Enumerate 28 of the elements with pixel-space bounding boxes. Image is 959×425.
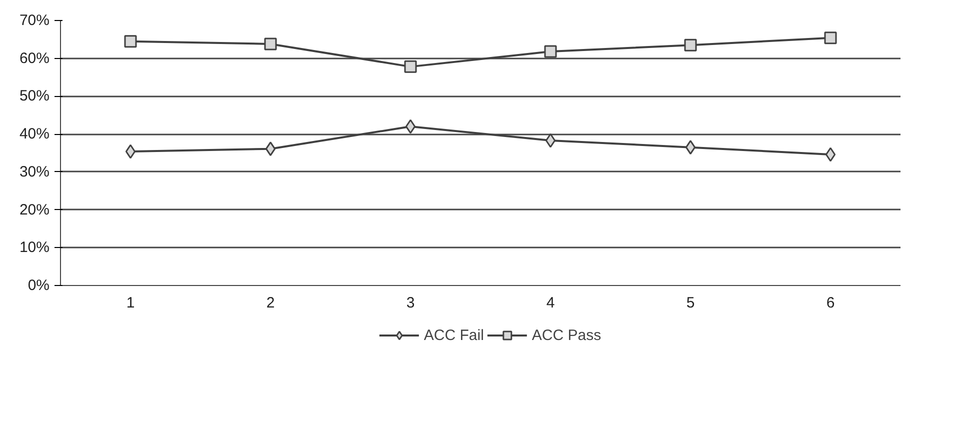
y-tick-label: 60% xyxy=(19,50,50,67)
point xyxy=(404,60,417,73)
x-tick-label: 6 xyxy=(826,294,835,312)
point xyxy=(545,133,556,148)
y-tick-label: 10% xyxy=(19,239,50,256)
x-tick-label: 4 xyxy=(546,294,555,312)
legend-label: ACC Pass xyxy=(532,326,602,344)
y-tick-label: 70% xyxy=(19,12,50,29)
point xyxy=(685,140,696,155)
point xyxy=(684,38,697,52)
y-tick-label: 50% xyxy=(19,88,50,105)
point xyxy=(825,147,836,162)
x-tick-label: 1 xyxy=(126,294,135,312)
point xyxy=(265,142,276,156)
point xyxy=(544,45,557,58)
y-tick-label: 20% xyxy=(19,201,50,218)
y-tick-label: 0% xyxy=(28,277,50,294)
y-tick-label: 40% xyxy=(19,126,50,143)
point xyxy=(824,32,837,44)
x-tick-label: 5 xyxy=(686,294,695,312)
point xyxy=(125,144,136,159)
point xyxy=(405,119,416,134)
x-tick-label: 2 xyxy=(266,294,275,312)
point xyxy=(264,38,277,50)
point xyxy=(124,35,137,48)
legend-label: ACC Fail xyxy=(424,326,484,344)
x-tick-label: 3 xyxy=(406,294,415,312)
y-tick-label: 30% xyxy=(19,163,50,180)
